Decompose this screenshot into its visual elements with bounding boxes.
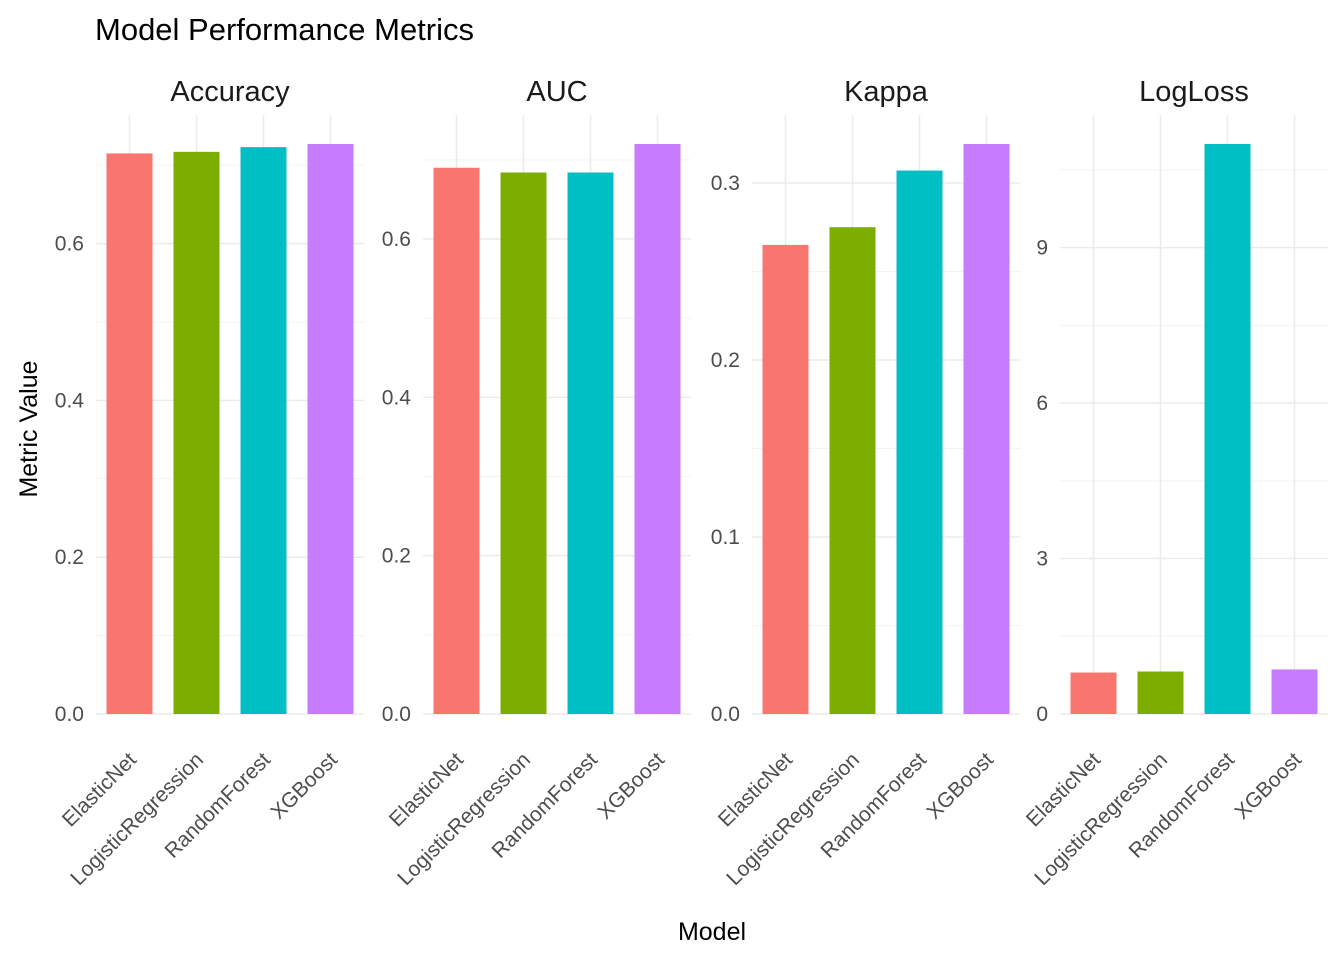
y-tick-label: 0.0 [711,703,740,726]
y-tick-label: 0.2 [55,546,84,569]
x-axis-title: Model [678,918,746,946]
bar-accuracy-elasticnet [106,153,153,715]
y-tick-label: 0 [1036,703,1048,726]
y-tick-label: 0.4 [55,389,85,412]
bar-logloss-randomforest [1204,144,1251,714]
y-axis-title: Metric Value [15,360,43,497]
bar-logloss-logisticregression [1137,671,1184,714]
bar-auc-logisticregression [500,172,547,714]
facet-panel-kappa: 0.00.10.20.3ElasticNetLogisticRegression… [711,76,1020,890]
y-tick-label: 0.3 [711,172,740,195]
bar-accuracy-logisticregression [173,151,220,714]
y-tick-label: 9 [1036,237,1048,260]
bar-accuracy-xgboost [307,144,354,714]
x-tick-label: XGBoost [922,748,998,824]
facet-panel-auc: 0.00.20.40.6ElasticNetLogisticRegression… [382,76,691,890]
y-tick-label: 0.1 [711,526,740,549]
y-tick-label: 0.6 [55,233,84,256]
x-tick-label: XGBoost [266,748,342,824]
facet-strip-label: LogLoss [1139,76,1249,108]
y-tick-label: 6 [1036,392,1048,415]
bar-auc-elasticnet [433,167,480,714]
bar-kappa-randomforest [896,170,943,714]
y-tick-label: 0.6 [382,228,411,251]
facet-strip-label: Kappa [844,76,929,108]
bar-logloss-elasticnet [1070,672,1117,714]
facet-panel-accuracy: 0.00.20.40.6ElasticNetLogisticRegression… [55,76,364,890]
bar-kappa-elasticnet [762,244,809,714]
y-tick-label: 0.0 [382,703,411,726]
bar-auc-randomforest [567,172,614,714]
bar-auc-xgboost [634,144,681,714]
facet-strip-label: AUC [526,76,587,108]
chart-title: Model Performance Metrics [95,12,474,47]
y-tick-label: 0.4 [382,386,412,409]
bar-kappa-logisticregression [829,227,876,714]
facet-panels: 0.00.20.40.6ElasticNetLogisticRegression… [55,76,1328,890]
x-tick-label: XGBoost [1230,748,1306,824]
facet-strip-label: Accuracy [170,76,290,108]
x-tick-label: XGBoost [593,748,669,824]
y-tick-label: 3 [1036,548,1048,571]
y-tick-label: 0.2 [382,545,411,568]
bar-kappa-xgboost [963,144,1010,714]
y-tick-label: 0.0 [55,703,84,726]
bar-accuracy-randomforest [240,147,287,714]
y-tick-label: 0.2 [711,349,740,372]
bar-logloss-xgboost [1271,669,1318,714]
facet-panel-logloss: 0369ElasticNetLogisticRegressionRandomFo… [1022,76,1328,890]
